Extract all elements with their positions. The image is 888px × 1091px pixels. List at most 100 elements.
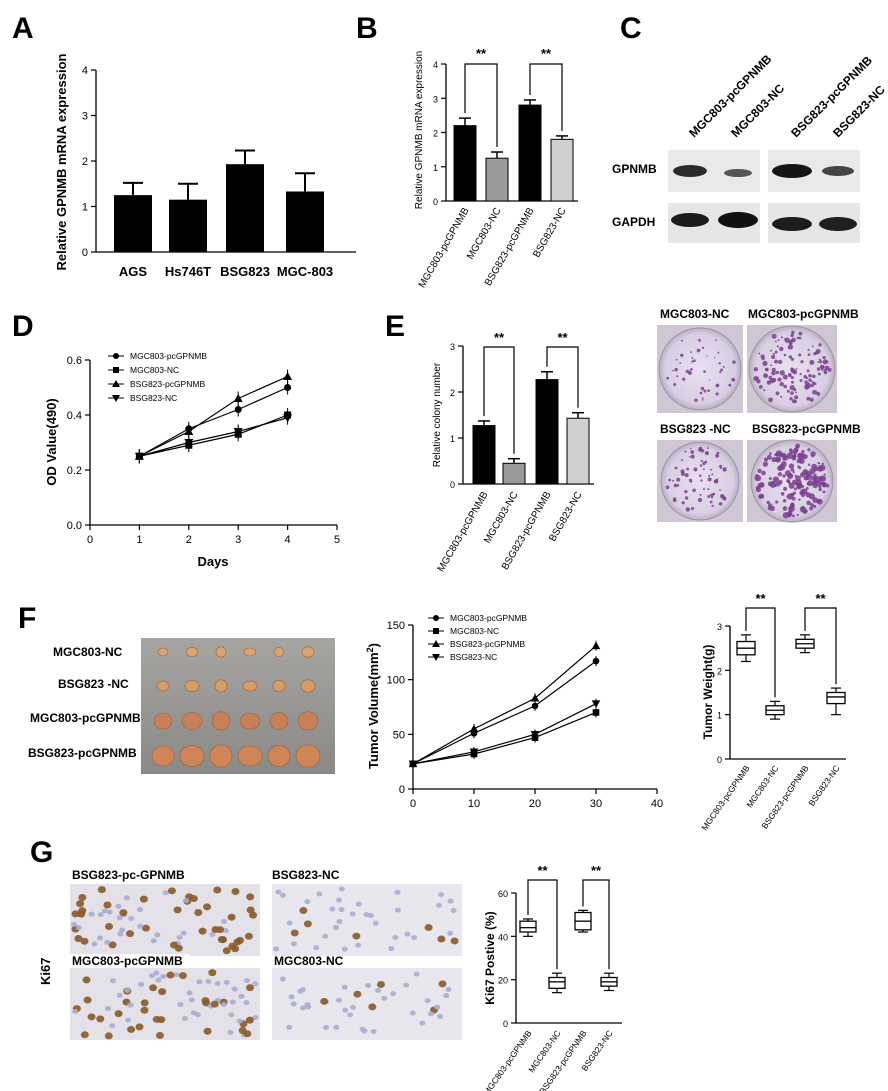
x-tick-label: BSG823-NC (547, 490, 584, 544)
colony-dot (771, 354, 776, 360)
ihc-cell-positive (222, 947, 231, 955)
significance-bracket (546, 346, 579, 408)
colony-dot (689, 447, 692, 450)
colony-dot (674, 466, 678, 470)
ihc-cell-negative (119, 927, 126, 933)
colony-dot (782, 506, 788, 511)
colony-dot (704, 451, 709, 456)
ihc-cell-positive (157, 1016, 166, 1024)
colony-dot (787, 346, 790, 349)
ihc-cell-positive (82, 976, 91, 984)
colony-dot (790, 502, 795, 507)
colony-dot (696, 348, 701, 353)
ihc-cells (71, 886, 459, 1040)
marker-triangle-down (408, 760, 418, 769)
colony-dot (790, 380, 794, 384)
colony-dot (819, 475, 827, 482)
ihc-cell-negative (275, 889, 282, 895)
ihc-cell-negative (280, 892, 287, 898)
colony-dot (756, 376, 759, 379)
ihc-cell-negative (381, 995, 388, 1001)
ihc-cell-negative (104, 939, 111, 945)
ihc-cell-negative (106, 909, 113, 915)
tumor (153, 712, 173, 730)
colony-dot (777, 472, 783, 477)
bar (485, 157, 509, 202)
colony-dot (801, 506, 805, 510)
tumor-row-label: BSG823 -NC (58, 677, 129, 691)
ihc-cell-negative (101, 908, 108, 914)
ihc-cell-positive (80, 1031, 89, 1039)
y-tick-label: 60 (498, 889, 508, 899)
marker-circle (234, 406, 242, 413)
panel-letter-b: B (356, 12, 378, 45)
colony-label: MGC803-pcGPNMB (748, 307, 859, 321)
colony-dot (756, 379, 761, 384)
colony-dot (708, 474, 711, 477)
ihc-cell-positive (437, 935, 446, 943)
ihc-cell-negative (176, 934, 183, 940)
ihc-cell-positive (149, 984, 158, 992)
colony-dot (818, 343, 822, 347)
blot-row-gapdh: GAPDH (612, 215, 655, 229)
colony-dot (795, 448, 799, 451)
colony-dot (819, 360, 823, 364)
colony-dot (763, 373, 769, 379)
colony-dot (783, 353, 787, 357)
colony-dot (788, 463, 795, 469)
colony-dot (708, 379, 711, 381)
marker-square (113, 367, 119, 373)
colony-dot (807, 480, 814, 487)
ihc-cell-positive (320, 997, 329, 1005)
ihc-cell-negative (413, 971, 420, 977)
colony-dot (706, 447, 709, 450)
ihc-cell-positive (210, 1000, 219, 1008)
significance-label: ** (815, 591, 826, 606)
ihc-cell-positive (203, 1027, 212, 1035)
ihc-label: MGC803-NC (274, 954, 344, 968)
colony-dot (813, 479, 818, 484)
marker-triangle-down (591, 700, 601, 709)
colony-dot (702, 468, 705, 471)
colony-dot (806, 369, 810, 373)
colony-dot (676, 375, 679, 378)
ihc-cell-positive (249, 911, 258, 919)
ihc-cell-positive (245, 1016, 254, 1024)
ihc-cell-negative (160, 973, 167, 979)
colony-dot (790, 468, 795, 472)
colony-dot (682, 377, 686, 381)
colony-dot (768, 397, 773, 403)
tumor (300, 679, 316, 693)
colony-dot (715, 339, 717, 341)
ihc-cell-negative (299, 987, 306, 993)
colony-dot (790, 367, 794, 371)
colony-dot (692, 488, 696, 493)
ihc-cell-positive (236, 936, 245, 944)
ihc-cell-positive (80, 937, 89, 945)
colony-dot (686, 467, 690, 471)
ihc-cell-negative (109, 1023, 116, 1029)
y-tick-label: 0 (433, 197, 438, 207)
colony-dot (758, 494, 763, 499)
colony-dot (808, 468, 816, 475)
y-tick-label: 1 (433, 163, 438, 173)
ihc-cell-positive (438, 980, 447, 988)
colony-dot (791, 399, 797, 404)
colony-dot (766, 500, 770, 505)
colony-dot (799, 491, 803, 495)
tumor (301, 646, 315, 658)
ihc-cell-positive (178, 972, 187, 980)
y-tick-label: 0 (82, 247, 88, 259)
tumor (239, 712, 261, 730)
colony-dot (821, 462, 825, 466)
significance-label: ** (591, 863, 602, 878)
colony-dot (812, 389, 818, 395)
colony-dot (762, 461, 768, 467)
colony-dot (758, 384, 763, 389)
ihc-cell-positive (424, 923, 433, 931)
ihc-cell-negative (404, 931, 411, 937)
x-tick-label: MGC803-NC (465, 206, 503, 262)
colony-dot (791, 330, 795, 335)
ihc-cell-negative (116, 992, 123, 998)
colony-dot (757, 468, 762, 473)
